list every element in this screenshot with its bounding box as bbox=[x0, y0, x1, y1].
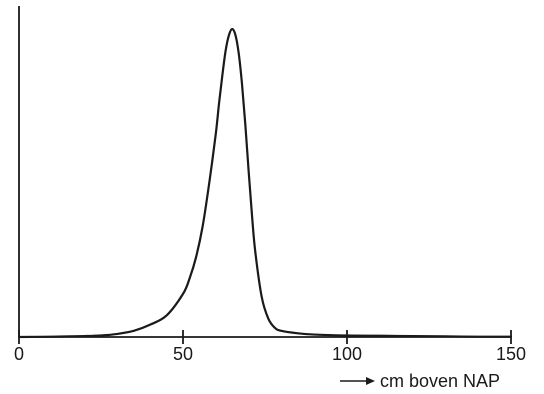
x-axis-title: cm boven NAP bbox=[380, 371, 500, 391]
x-tick-label: 0 bbox=[14, 344, 24, 364]
x-tick-label: 50 bbox=[173, 344, 193, 364]
x-tick-label: 150 bbox=[496, 344, 526, 364]
x-tick-label: 100 bbox=[332, 344, 362, 364]
series-line bbox=[17, 27, 513, 339]
x-axis-tick-labels: 0 50 100 150 bbox=[14, 344, 526, 364]
x-axis-arrowhead-icon bbox=[366, 377, 375, 385]
x-axis-title-group: cm boven NAP bbox=[340, 371, 500, 391]
